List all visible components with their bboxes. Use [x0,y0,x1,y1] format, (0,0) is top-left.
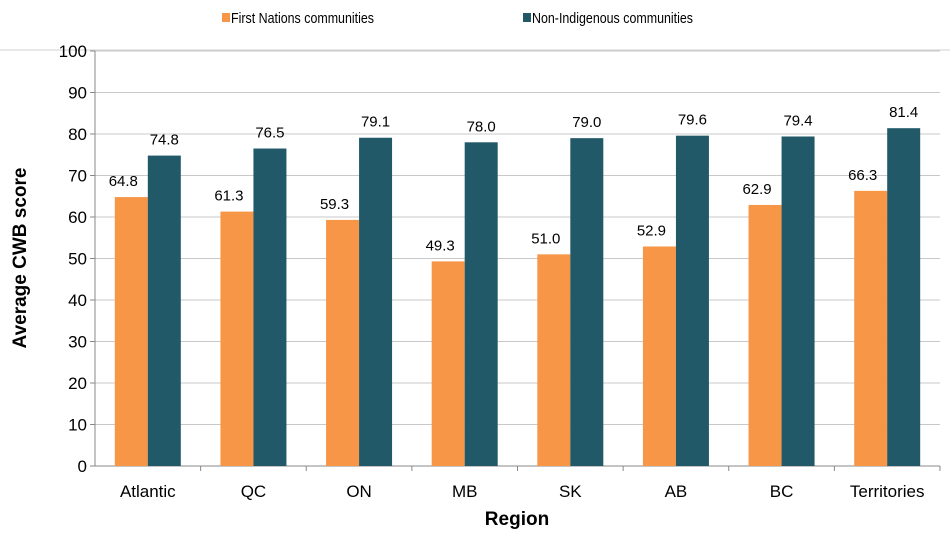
data-label: 78.0 [467,118,496,135]
bar-first-nations [326,219,360,466]
bar-non-indigenous [147,155,181,466]
bar-first-nations [114,197,148,466]
x-tick-label: MB [452,482,478,501]
y-tick-label: 60 [68,208,87,227]
data-label: 79.6 [678,112,707,129]
y-tick-label: 70 [68,167,87,186]
bar-first-nations [748,204,782,466]
data-label: 79.0 [572,114,601,131]
legend-swatch-first-nations [222,13,230,22]
bar-non-indigenous [464,142,498,467]
y-tick-label: 50 [68,250,87,269]
legend-label: Non-Indigenous communities [532,11,693,27]
data-label: 64.8 [109,173,138,190]
x-axis-label: Region [485,509,549,530]
y-tick-label: 80 [68,125,87,144]
bar-non-indigenous [781,136,815,467]
y-tick-label: 90 [68,84,87,103]
bar-first-nations [537,254,571,466]
data-label: 62.9 [742,181,771,198]
y-axis-label: Average CWB score [10,168,31,349]
data-label: 74.8 [150,132,179,149]
x-axis-ticks: Atlantic QC ON MB SK AB BC Territories [120,466,941,501]
data-label: 49.3 [426,237,455,254]
data-label: 66.3 [848,167,877,184]
bar-non-indigenous [570,138,604,466]
bar-non-indigenous [675,135,709,466]
data-label: 79.1 [361,114,390,131]
bar-first-nations [642,246,676,466]
data-label: 81.4 [889,104,918,121]
y-tick-label: 30 [68,333,87,352]
x-tick-label: QC [241,482,267,501]
bar-first-nations [220,211,254,466]
bar-non-indigenous [253,148,287,466]
x-tick-label: ON [346,482,372,501]
data-label: 52.9 [637,222,666,239]
y-axis-ticks: 0 10 20 30 40 50 60 70 80 90 100 [59,42,95,476]
y-tick-label: 0 [78,457,87,476]
legend-label: First Nations communities [231,11,374,27]
bars: 64.8 74.8 61.3 76.5 59.3 79.1 49.3 78.0 51.0 79.0… [109,104,921,467]
x-tick-label: AB [665,482,688,501]
data-label: 61.3 [214,188,243,205]
data-label: 79.4 [783,112,812,129]
legend-swatch-non-indigenous [523,13,531,22]
x-tick-label: SK [559,482,582,501]
y-tick-label: 100 [59,42,87,61]
bar-non-indigenous [887,128,921,466]
data-label: 59.3 [320,196,349,213]
bar-first-nations [431,261,465,466]
bar-non-indigenous [359,137,393,467]
bar-first-nations [854,190,888,467]
data-label: 76.5 [255,125,284,142]
y-tick-label: 40 [68,291,87,310]
y-tick-label: 20 [68,374,87,393]
x-tick-label: Territories [850,482,925,501]
legend: First Nations communities Non-Indigenous … [222,11,693,27]
data-label: 51.0 [531,230,560,247]
y-tick-label: 10 [68,416,87,435]
x-tick-label: Atlantic [120,482,176,501]
x-tick-label: BC [770,482,794,501]
